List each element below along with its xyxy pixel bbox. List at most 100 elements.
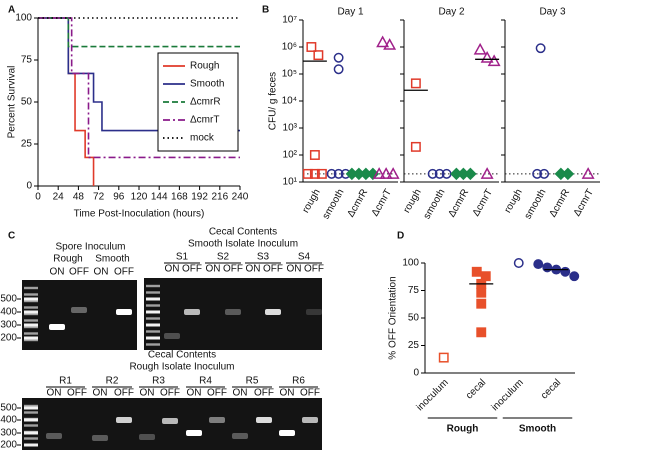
x-tick-label: 240 — [232, 192, 249, 203]
survival-line — [38, 17, 240, 48]
panel-label: C — [8, 231, 15, 242]
legend-label: Rough — [190, 61, 219, 72]
ladder-band — [146, 330, 160, 333]
ladder-label: 400 — [0, 307, 17, 318]
gel-subtitle: Rough Isolate Inoculum — [129, 362, 234, 373]
gel-band — [265, 309, 281, 315]
lane-label: ON — [280, 388, 295, 399]
data-point — [316, 168, 327, 179]
x-tick-label: inoculum — [490, 377, 526, 413]
lane-label: OFF — [223, 264, 243, 275]
legend-label: ΔcmrR — [190, 97, 221, 108]
gel-title: Cecal Contents — [148, 350, 216, 361]
lane-label: ON — [233, 388, 248, 399]
y-axis-label: CFU/ g feces — [268, 72, 279, 130]
ladder-band — [24, 424, 38, 427]
x-tick-label: 216 — [211, 192, 228, 203]
x-tick-label: rough — [300, 187, 322, 215]
ladder-band — [24, 306, 38, 309]
x-tick-label: smooth — [321, 187, 347, 221]
x-tick-label: smooth — [523, 187, 549, 221]
data-point — [309, 168, 320, 179]
ladder-band — [146, 317, 160, 320]
lane-label: ON — [246, 264, 261, 275]
x-tick-label: inoculum — [415, 377, 451, 413]
data-point — [333, 52, 344, 63]
ladder-band — [24, 297, 38, 301]
sample-label: R3 — [152, 376, 165, 387]
data-point — [542, 262, 553, 273]
data-point — [535, 43, 546, 54]
lane-label: ON — [206, 264, 221, 275]
data-point — [480, 167, 494, 179]
data-point — [306, 42, 317, 52]
legend-label: Smooth — [190, 79, 224, 90]
ladder-label: 400 — [0, 415, 17, 426]
ladder-band — [24, 310, 38, 314]
y-axis-label: Percent Survival — [7, 66, 18, 139]
gel-band — [164, 333, 180, 339]
data-point — [326, 168, 337, 179]
sample-label: S4 — [298, 252, 311, 263]
sample-label: S1 — [176, 252, 189, 263]
gel-band — [116, 417, 132, 423]
gel-band — [209, 417, 225, 423]
y-tick-label: 75 — [21, 55, 33, 66]
lane-label: ON — [287, 264, 302, 275]
data-point — [560, 266, 571, 277]
y-tick-label: 100 — [15, 13, 32, 24]
ladder-band — [146, 304, 160, 307]
data-point — [532, 168, 543, 179]
data-point — [473, 42, 487, 55]
ladder-band — [146, 284, 160, 288]
ladder-band — [24, 325, 38, 329]
ladder-band — [146, 291, 160, 294]
data-point — [581, 167, 595, 179]
ladder-label: 300 — [0, 428, 17, 439]
ladder-band — [24, 404, 38, 408]
gel-band — [162, 418, 178, 424]
group-label: Rough — [447, 424, 479, 435]
x-tick-label: 120 — [131, 192, 148, 203]
panel-label: B — [262, 5, 269, 16]
gel-band — [256, 417, 272, 423]
lane-label: OFF — [114, 388, 134, 399]
gel-band — [279, 430, 295, 436]
gel-image — [144, 278, 322, 350]
x-tick-label: ΔcmrR — [547, 187, 572, 219]
gel-band — [116, 309, 132, 315]
sample-label: Rough — [53, 254, 82, 265]
sample-label: R6 — [292, 376, 305, 387]
ladder-band — [24, 286, 38, 290]
legend-box — [157, 52, 239, 152]
data-point — [533, 259, 544, 270]
data-point — [333, 168, 344, 179]
ladder-band — [24, 332, 38, 335]
panel-title: Day 2 — [438, 7, 465, 18]
y-tick-label: 25 — [408, 340, 420, 351]
y-tick-label: 10⁴ — [282, 96, 297, 107]
x-tick-label: rough — [401, 187, 423, 215]
panel-title: Day 1 — [337, 7, 364, 18]
y-tick-label: 10⁶ — [282, 42, 297, 53]
ladder-band — [146, 310, 160, 314]
data-point — [480, 50, 494, 63]
gel-subtitle: Smooth Isolate Inoculum — [188, 239, 298, 250]
data-point — [313, 50, 324, 61]
survival-line — [38, 17, 95, 186]
panel-label: D — [397, 231, 404, 242]
y-tick-label: 10¹ — [283, 177, 298, 188]
sample-label: R4 — [199, 376, 212, 387]
data-point — [471, 266, 482, 277]
data-point — [487, 54, 501, 67]
y-tick-label: 10³ — [283, 123, 298, 134]
data-point — [383, 38, 397, 50]
sample-label: S3 — [257, 252, 270, 263]
y-tick-label: 0 — [413, 368, 419, 379]
lane-label: OFF — [304, 264, 324, 275]
ladder-band — [24, 338, 38, 342]
legend-label: ΔcmrT — [190, 115, 219, 126]
gel-band — [184, 309, 200, 315]
gel-band — [232, 433, 248, 439]
y-tick-label: 10² — [283, 150, 298, 161]
